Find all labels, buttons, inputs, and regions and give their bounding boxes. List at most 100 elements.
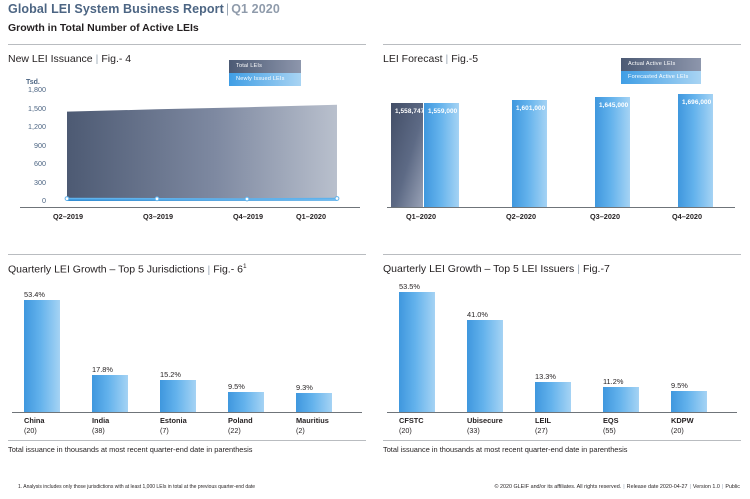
- panel-title-text: Quarterly LEI Growth – Top 5 LEI Issuers: [383, 263, 575, 275]
- bar-forecast-q3-2020[interactable]: 1,645,000: [595, 97, 630, 207]
- area-total-leis: [67, 104, 337, 201]
- panel-figure-number: Fig.- 4: [101, 53, 132, 65]
- bar-value-kdpw: 9.5%: [671, 381, 688, 390]
- bar-kdpw[interactable]: [671, 391, 707, 412]
- category-label-kdpw: KDPW: [671, 416, 694, 425]
- category-sub-ubisecure: (33): [467, 426, 480, 435]
- category-sub-cfstc: (20): [399, 426, 412, 435]
- panel-title-separator: |: [445, 53, 449, 65]
- x-axis-line: [387, 412, 737, 413]
- footer-separator-2: |: [689, 484, 691, 490]
- category-sub-leil: (27): [535, 426, 548, 435]
- legend-item-forecasted-active-leis[interactable]: Forecasted Active LEIs: [621, 71, 701, 84]
- bar-actual-q1-2020[interactable]: 1,558,747: [391, 103, 425, 207]
- bar-poland[interactable]: [228, 392, 264, 412]
- legend-issuance: Total LEIs Newly Issued LEIs: [229, 60, 301, 86]
- panel-title-separator: |: [95, 53, 99, 65]
- footer-classification: Public: [725, 484, 740, 490]
- panel-top-lei-issuers: Quarterly LEI Growth – Top 5 LEI Issuers…: [383, 254, 741, 469]
- bar-cfstc[interactable]: [399, 292, 435, 412]
- report-title-text: Global LEI System Business Report: [8, 2, 224, 16]
- bar-forecast-q2-2020[interactable]: 1,601,000: [512, 100, 547, 207]
- data-point-marker: [154, 196, 160, 202]
- bar-mauritius-2[interactable]: [296, 393, 332, 412]
- legend-item-actual-active-leis[interactable]: Actual Active LEIs: [621, 58, 701, 71]
- y-tick-1500: 1,500: [28, 103, 46, 113]
- footer-version: Version 1.0: [692, 484, 720, 490]
- panel-title-forecast: LEI Forecast | Fig.-5: [383, 53, 478, 65]
- y-tick-1200: 1,200: [28, 122, 46, 131]
- bar-eqs[interactable]: [603, 387, 639, 412]
- y-tick-1800: 1,800: [28, 85, 46, 94]
- bar-leil[interactable]: [535, 382, 571, 412]
- footnote-text: 1. Analysis includes only those jurisdic…: [18, 484, 256, 490]
- bar-label-forecast-q3-2020: 1,645,000: [599, 102, 629, 109]
- y-tick-900: 900: [34, 140, 46, 150]
- category-sub-kdpw: (20): [671, 426, 684, 435]
- category-label-eqs: EQS: [603, 416, 619, 425]
- footer-release-date: Release date 2020-04-27: [626, 484, 688, 490]
- legend-item-total-leis[interactable]: Total LEIs: [229, 60, 301, 73]
- category-sub-eqs: (55): [603, 426, 616, 435]
- category-label-ubisecure: Ubisecure: [467, 416, 503, 425]
- x-tick-q1-2020: Q1–2020: [405, 212, 437, 221]
- bar-ubisecure[interactable]: [467, 320, 503, 412]
- y-tick-300: 300: [34, 177, 46, 187]
- x-tick-q2-2020: Q2–2020: [505, 212, 537, 221]
- legend-item-newly-issued-leis[interactable]: Newly Issued LEIs: [229, 73, 301, 86]
- category-sub-mauritius: (2): [296, 426, 305, 435]
- bar-value-leil: 13.3%: [535, 372, 556, 381]
- bar-label-forecast-q1-2020: 1,559,000: [428, 108, 458, 115]
- bar-china[interactable]: [24, 300, 60, 412]
- footer-legal: © 2020 GLEIF and/or its affiliates. All …: [495, 484, 740, 491]
- bar-value-poland: 9.5%: [228, 382, 245, 391]
- panel-bottom-divider: [383, 440, 741, 441]
- bar-estonia[interactable]: [160, 380, 196, 412]
- panel-lei-forecast: LEI Forecast | Fig.-5 Actual Active LEIs F…: [383, 44, 741, 234]
- bar-chart-jurisdictions: [22, 292, 362, 412]
- panel-divider: [383, 254, 741, 255]
- y-tick-0: 0: [42, 196, 46, 205]
- legend-forecast: Actual Active LEIs Forecasted Active LEI…: [621, 58, 701, 84]
- category-label-india: India: [92, 416, 110, 425]
- bar-label-actual-q1-2020: 1,558,747: [395, 108, 425, 115]
- x-tick-q4-2019: Q4–2019: [232, 212, 264, 221]
- panel-title-issuers: Quarterly LEI Growth – Top 5 LEI Issuers…: [383, 263, 610, 275]
- panel-note-issuers: Total issuance in thousands at most rece…: [383, 445, 628, 454]
- data-point-marker: [334, 196, 340, 201]
- line-newly-issued-leis: [66, 197, 338, 200]
- category-sub-india: (38): [92, 426, 105, 435]
- bar-value-cfstc: 53.5%: [399, 282, 420, 291]
- x-axis-line: [12, 412, 362, 413]
- x-tick-q3-2020: Q3–2020: [589, 212, 621, 221]
- footer-copyright: © 2020 GLEIF and/or its affiliates. All …: [494, 484, 622, 490]
- panel-title-separator: |: [207, 263, 211, 276]
- bar-value-ubisecure: 41.0%: [467, 310, 488, 319]
- panel-title-text: LEI Forecast: [383, 53, 443, 65]
- x-tick-q2-2019: Q2–2019: [52, 212, 84, 221]
- bar-chart-forecast: 1,558,747 1,559,000 1,601,000 1,645,000 …: [391, 90, 735, 207]
- bar-value-mauritius: 9.3%: [296, 383, 313, 392]
- footer-separator-3: |: [721, 484, 724, 490]
- bar-value-china: 53.4%: [24, 290, 45, 299]
- panel-divider: [8, 254, 366, 255]
- bar-forecast-q1-2020[interactable]: 1,559,000: [424, 103, 459, 207]
- bar-forecast-q4-2020[interactable]: 1,696,000: [678, 94, 713, 207]
- category-label-poland: Poland: [228, 416, 253, 425]
- data-point-marker: [244, 196, 250, 202]
- panel-title-text: Quarterly LEI Growth – Top 5 Jurisdictio…: [8, 263, 205, 276]
- x-tick-q3-2019: Q3–2019: [142, 212, 174, 221]
- bar-label-forecast-q2-2020: 1,601,000: [516, 105, 546, 112]
- panel-figure-footnote-marker: 1: [242, 263, 247, 270]
- panel-divider: [383, 44, 741, 45]
- panel-bottom-divider: [8, 440, 366, 441]
- x-axis-line: [387, 207, 735, 208]
- bar-label-forecast-q4-2020: 1,696,000: [682, 99, 712, 106]
- page-header: Global LEI System Business Report | Q1 202…: [8, 2, 742, 35]
- bar-value-eqs: 11.2%: [603, 377, 624, 386]
- bar-chart-issuers: [397, 284, 737, 412]
- x-axis-line: [20, 207, 360, 208]
- y-tick-600: 600: [34, 159, 46, 168]
- x-tick-q4-2020: Q4–2020: [671, 212, 703, 221]
- bar-india[interactable]: [92, 375, 128, 412]
